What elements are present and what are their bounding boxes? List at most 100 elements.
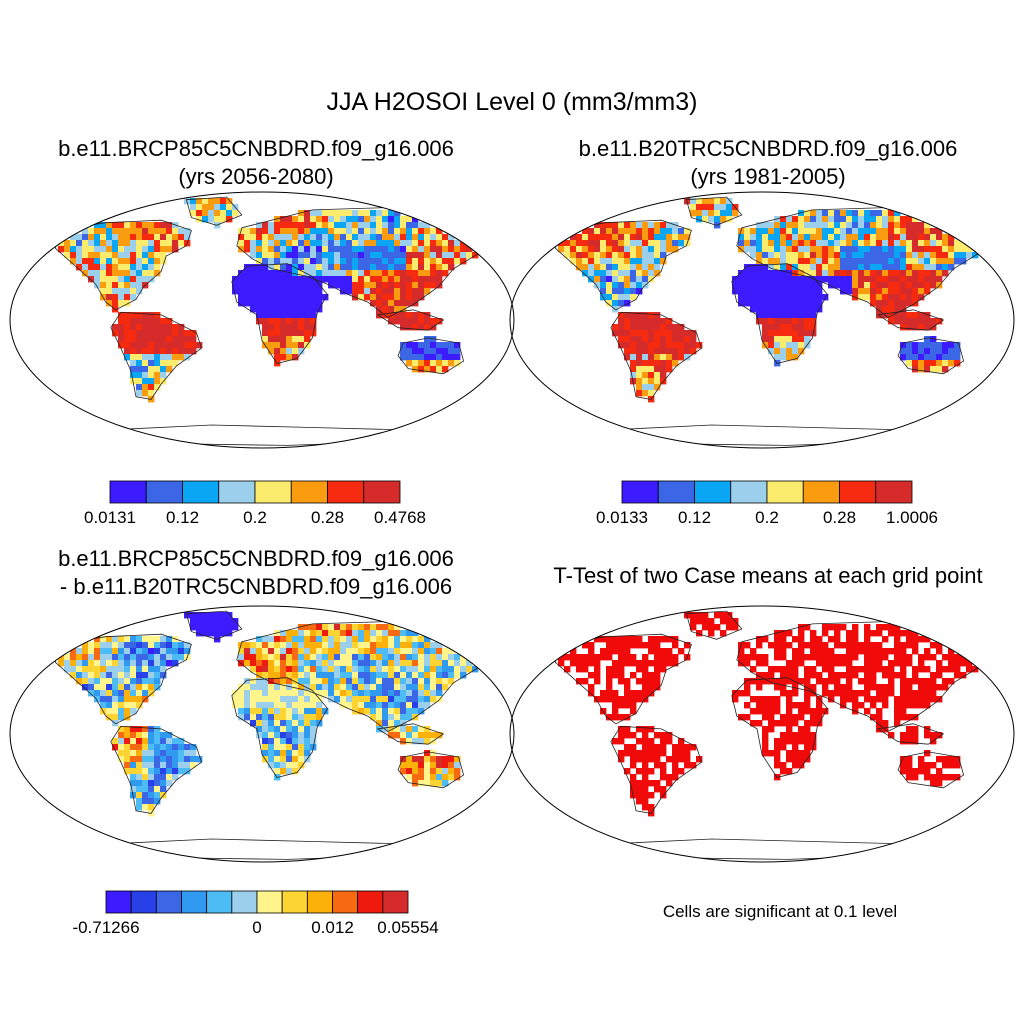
map-cell	[256, 222, 263, 229]
map-cell	[394, 306, 401, 313]
map-cell	[352, 666, 359, 673]
map-cell	[648, 672, 655, 679]
map-cell	[154, 744, 161, 751]
map-cell	[310, 318, 317, 325]
map-cell	[400, 654, 407, 661]
map-cell	[630, 336, 637, 343]
map-cell	[412, 684, 419, 691]
map-cell	[430, 354, 437, 361]
map-cell	[286, 258, 293, 265]
map-cell	[82, 258, 89, 265]
colorbar-box	[657, 480, 695, 504]
map-cell	[870, 276, 877, 283]
map-cell	[298, 294, 305, 301]
map-cell	[618, 696, 625, 703]
map-cell	[852, 666, 859, 673]
colorbar-box	[182, 480, 220, 504]
map-cell	[166, 750, 173, 757]
map-cell	[364, 678, 371, 685]
map-cell	[442, 756, 449, 763]
map-cell	[804, 684, 811, 691]
map-cell	[250, 252, 257, 259]
map-cell	[142, 774, 149, 781]
map-cell	[154, 366, 161, 373]
map-cell	[918, 276, 925, 283]
map-cell	[238, 684, 245, 691]
map-cell	[756, 708, 763, 715]
map-cell	[160, 354, 167, 361]
map-cell	[178, 330, 185, 337]
map-cell	[870, 216, 877, 223]
map-cell	[804, 696, 811, 703]
map-cell	[124, 738, 131, 745]
map-cell	[274, 744, 281, 751]
map-cell	[340, 264, 347, 271]
map-cell	[654, 744, 661, 751]
map-cell	[846, 672, 853, 679]
coastline-seasia	[876, 723, 945, 745]
map-cell	[250, 654, 257, 661]
map-cell	[310, 240, 317, 247]
map-cell	[630, 276, 637, 283]
map-cell	[876, 222, 883, 229]
map-cell	[780, 684, 787, 691]
map-cell	[196, 342, 203, 349]
map-cell	[786, 354, 793, 361]
map-cell	[382, 276, 389, 283]
map-cell	[672, 660, 679, 667]
map-cell	[600, 636, 607, 643]
map-cell	[136, 282, 143, 289]
map-cell	[256, 720, 263, 727]
map-cell	[690, 612, 697, 619]
map-cell	[88, 678, 95, 685]
map-cell	[618, 642, 625, 649]
map-cell	[448, 648, 455, 655]
map-cell	[906, 732, 913, 739]
colorbar-label: -0.71266	[72, 918, 140, 937]
map-cell	[142, 330, 149, 337]
map-cell	[106, 222, 113, 229]
map-cell	[268, 666, 275, 673]
map-cell	[100, 678, 107, 685]
map-cell	[382, 222, 389, 229]
map-cell	[220, 630, 227, 637]
map-cell	[642, 738, 649, 745]
map-cell	[142, 762, 149, 769]
map-cell	[328, 696, 335, 703]
map-cell	[624, 684, 631, 691]
map-cell	[780, 306, 787, 313]
map-cell	[316, 216, 323, 223]
map-cell	[882, 696, 889, 703]
map-cell	[912, 642, 919, 649]
map-cell	[846, 246, 853, 253]
map-cell	[834, 240, 841, 247]
map-cell	[966, 252, 973, 259]
map-cell	[328, 270, 335, 277]
map-cell	[376, 696, 383, 703]
map-cell	[460, 258, 467, 265]
map-cell	[160, 222, 167, 229]
map-cell	[412, 702, 419, 709]
map-cell	[418, 282, 425, 289]
map-cell	[82, 642, 89, 649]
map-cell	[154, 378, 161, 385]
map-cell	[840, 624, 847, 631]
map-cell	[870, 264, 877, 271]
map-cell	[744, 678, 751, 685]
map-cell	[786, 642, 793, 649]
map-cell	[924, 288, 931, 295]
coastline-seasia	[876, 309, 945, 331]
map-cell	[630, 366, 637, 373]
colorbar-box	[766, 480, 804, 504]
map-cell	[618, 222, 625, 229]
map-cell	[912, 258, 919, 265]
map-cell	[148, 726, 155, 733]
map-cell	[322, 630, 329, 637]
map-cell	[660, 786, 667, 793]
map-cell	[876, 282, 883, 289]
map-cell	[744, 642, 751, 649]
map-cell	[906, 324, 913, 331]
map-cell	[178, 642, 185, 649]
map-cell	[394, 678, 401, 685]
map-cell	[82, 654, 89, 661]
